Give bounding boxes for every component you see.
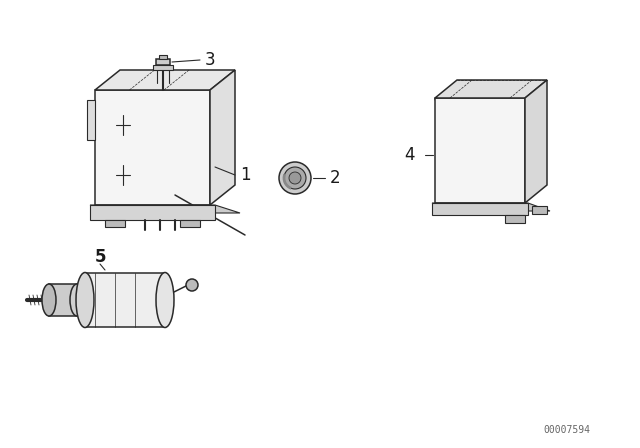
Polygon shape [210,70,235,205]
Text: 3: 3 [205,51,216,69]
Polygon shape [105,220,125,227]
Polygon shape [435,98,525,203]
Polygon shape [95,90,210,205]
Text: 4: 4 [404,146,415,164]
Polygon shape [532,206,547,214]
Polygon shape [90,205,240,213]
Polygon shape [525,80,547,203]
Polygon shape [87,100,95,140]
Polygon shape [159,55,167,59]
Circle shape [289,172,301,184]
Polygon shape [156,59,170,65]
Circle shape [186,279,198,291]
Text: 2: 2 [330,169,340,187]
Ellipse shape [70,284,84,316]
Polygon shape [432,203,528,215]
Polygon shape [435,80,547,98]
Polygon shape [85,273,165,327]
Polygon shape [90,205,215,220]
Ellipse shape [156,272,174,327]
Polygon shape [180,220,200,227]
Text: 00007594: 00007594 [543,425,590,435]
Polygon shape [95,70,235,90]
Polygon shape [505,215,525,223]
Circle shape [284,167,306,189]
Ellipse shape [42,284,56,316]
Circle shape [279,162,311,194]
Polygon shape [432,203,550,211]
Polygon shape [49,284,77,316]
Text: 5: 5 [94,248,106,266]
Ellipse shape [76,272,94,327]
Text: 1: 1 [240,166,251,184]
Polygon shape [153,65,173,70]
